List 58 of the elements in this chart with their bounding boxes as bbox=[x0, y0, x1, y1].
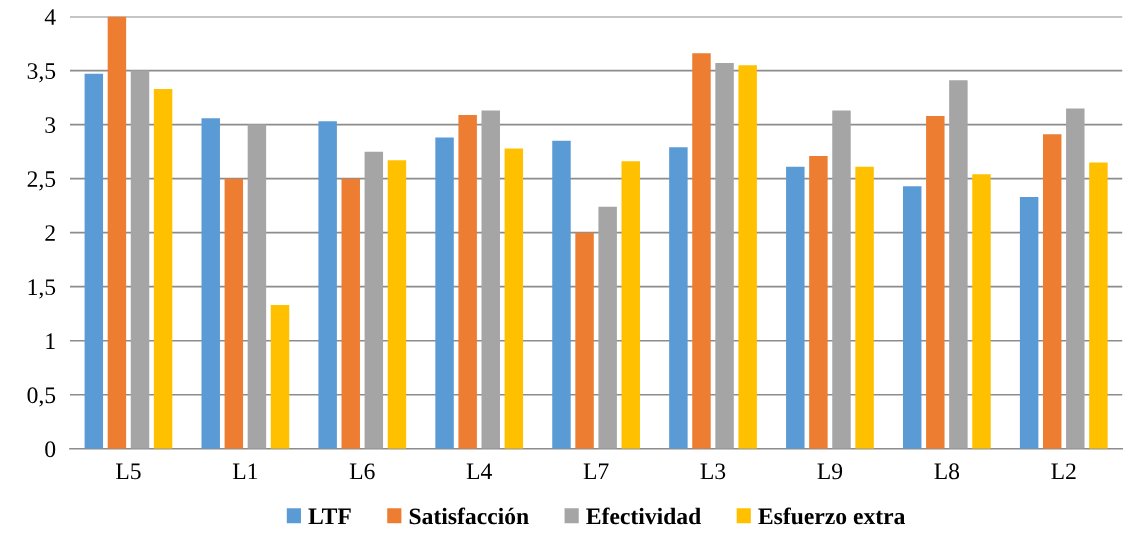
x-tick-label: L3 bbox=[700, 463, 726, 480]
y-tick-label: 4 bbox=[44, 9, 56, 25]
legend-label: Efectividad bbox=[586, 507, 701, 525]
y-tick-label: 0 bbox=[45, 441, 56, 458]
bar bbox=[107, 16, 127, 449]
bar bbox=[809, 155, 828, 449]
bar bbox=[552, 140, 571, 449]
bar bbox=[786, 166, 805, 449]
bar bbox=[1089, 162, 1108, 449]
y-tick-label: 2,5 bbox=[27, 171, 56, 191]
bar bbox=[926, 115, 945, 449]
x-tick-label: L9 bbox=[817, 463, 843, 480]
bar bbox=[598, 206, 617, 449]
y-tick-label: 2 bbox=[45, 225, 55, 241]
x-tick-label: L5 bbox=[116, 463, 141, 480]
bar bbox=[153, 88, 173, 449]
bar bbox=[1019, 197, 1039, 449]
bar bbox=[247, 124, 267, 449]
x-tick-label: L1 bbox=[232, 463, 258, 480]
x-tick-label: L6 bbox=[349, 463, 375, 480]
bar bbox=[130, 70, 150, 449]
bar bbox=[621, 161, 640, 449]
bar bbox=[364, 151, 384, 449]
bar bbox=[902, 186, 922, 449]
x-tick-label: L2 bbox=[1051, 463, 1076, 480]
bar bbox=[201, 118, 220, 449]
x-tick-label: L8 bbox=[934, 463, 960, 480]
y-tick-label: 1 bbox=[46, 333, 55, 349]
bar bbox=[692, 53, 711, 449]
bar bbox=[1066, 108, 1085, 449]
bar bbox=[481, 110, 500, 449]
legend-label: LTF bbox=[308, 508, 351, 525]
legend-label: Satisfacción bbox=[409, 507, 529, 525]
bar bbox=[84, 73, 104, 449]
bar bbox=[504, 148, 524, 449]
bar bbox=[1042, 134, 1062, 449]
y-tick-label: 3 bbox=[45, 117, 56, 134]
bar bbox=[715, 63, 734, 449]
y-tick-label: 0,5 bbox=[27, 387, 56, 407]
legend-label: Esfuerzo extra bbox=[758, 507, 906, 525]
bar bbox=[855, 166, 874, 449]
bar bbox=[270, 305, 290, 449]
bar bbox=[318, 121, 337, 449]
y-tick-label: 3,5 bbox=[27, 63, 56, 83]
x-tick-label: L4 bbox=[466, 463, 492, 480]
x-tick-label: L7 bbox=[583, 463, 609, 480]
bar bbox=[575, 232, 594, 449]
bar bbox=[458, 114, 477, 449]
bar bbox=[224, 178, 244, 449]
bar bbox=[669, 147, 688, 449]
bar bbox=[435, 137, 454, 449]
bar bbox=[341, 178, 360, 449]
bar bbox=[972, 174, 991, 449]
bar bbox=[738, 65, 757, 449]
bar bbox=[387, 160, 407, 449]
bar bbox=[832, 110, 851, 449]
bar bbox=[949, 80, 968, 449]
y-tick-label: 1,5 bbox=[28, 279, 56, 299]
